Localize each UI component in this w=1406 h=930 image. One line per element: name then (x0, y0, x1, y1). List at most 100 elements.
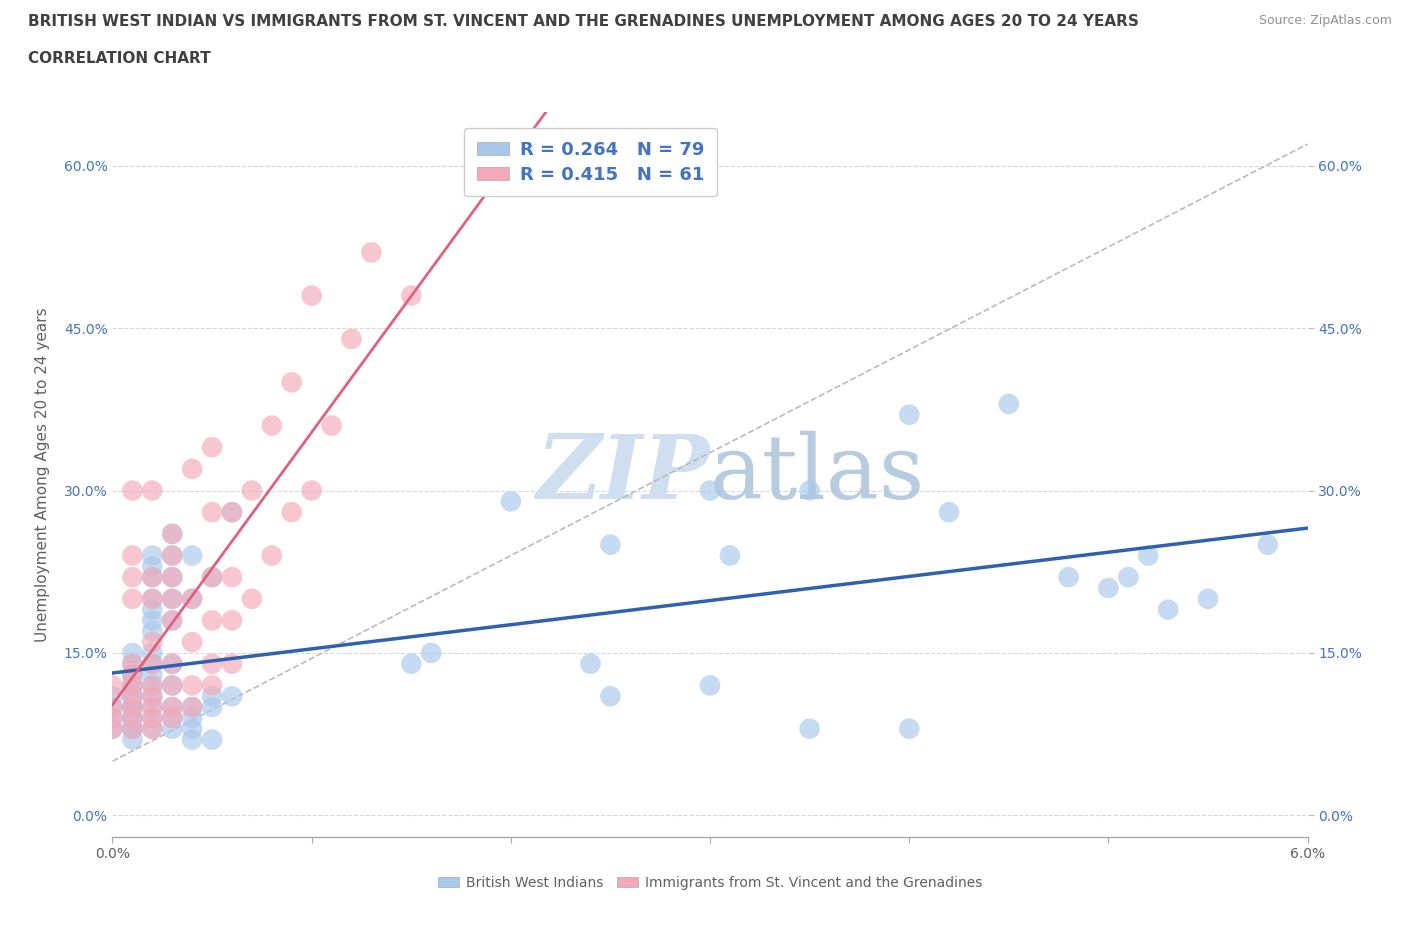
Point (162, 526, 183, 541)
Text: CORRELATION CHART: CORRELATION CHART (28, 51, 211, 66)
Point (101, 722, 124, 737)
Point (301, 288, 323, 303)
Point (321, 418, 343, 433)
Point (121, 689, 143, 704)
Point (201, 689, 224, 704)
Point (201, 613, 224, 628)
Point (799, 483, 821, 498)
Point (201, 570, 224, 585)
Point (799, 722, 821, 737)
Y-axis label: Unemployment Among Ages 20 to 24 years: Unemployment Among Ages 20 to 24 years (35, 307, 49, 642)
Point (121, 722, 143, 737)
Point (221, 570, 243, 585)
Point (201, 678, 224, 693)
Point (141, 613, 163, 628)
Point (162, 678, 183, 693)
Point (141, 483, 163, 498)
Point (420, 645, 443, 660)
Point (141, 657, 163, 671)
Point (1097, 580, 1119, 595)
Point (1197, 591, 1219, 606)
Point (162, 657, 183, 671)
Point (181, 699, 204, 714)
Point (938, 505, 960, 520)
Point (181, 548, 204, 563)
Point (141, 722, 163, 737)
Point (181, 732, 204, 747)
Point (141, 645, 163, 660)
Point (181, 722, 204, 737)
Point (401, 288, 423, 303)
Legend: British West Indians, Immigrants from St. Vincent and the Grenadines: British West Indians, Immigrants from St… (433, 870, 987, 896)
Point (281, 505, 304, 520)
Point (121, 711, 143, 725)
Point (1118, 570, 1140, 585)
Point (301, 483, 323, 498)
Point (121, 645, 143, 660)
Point (1057, 570, 1080, 585)
Point (121, 689, 143, 704)
Point (141, 711, 163, 725)
Point (1257, 538, 1279, 552)
Point (240, 591, 263, 606)
Point (121, 689, 143, 704)
Point (499, 494, 522, 509)
Point (141, 657, 163, 671)
Point (141, 570, 163, 585)
Point (579, 657, 602, 671)
Point (141, 711, 163, 725)
Point (699, 483, 721, 498)
Point (141, 624, 163, 639)
Point (121, 699, 143, 714)
Point (121, 732, 143, 747)
Point (121, 678, 143, 693)
Point (121, 548, 143, 563)
Point (141, 678, 163, 693)
Point (201, 570, 224, 585)
Point (260, 548, 283, 563)
Point (162, 711, 183, 725)
Point (141, 634, 163, 649)
Point (221, 505, 243, 520)
Point (162, 699, 183, 714)
Point (141, 667, 163, 682)
Point (181, 461, 204, 476)
Point (121, 483, 143, 498)
Point (181, 634, 204, 649)
Point (162, 699, 183, 714)
Point (401, 657, 423, 671)
Point (121, 711, 143, 725)
Point (101, 689, 124, 704)
Point (162, 570, 183, 585)
Text: BRITISH WEST INDIAN VS IMMIGRANTS FROM ST. VINCENT AND THE GRENADINES UNEMPLOYME: BRITISH WEST INDIAN VS IMMIGRANTS FROM S… (28, 14, 1139, 29)
Point (101, 711, 124, 725)
Point (181, 678, 204, 693)
Point (162, 591, 183, 606)
Point (240, 483, 263, 498)
Point (141, 603, 163, 618)
Point (162, 722, 183, 737)
Point (101, 699, 124, 714)
Point (101, 699, 124, 714)
Point (141, 570, 163, 585)
Text: ZIP: ZIP (537, 431, 710, 518)
Point (1137, 548, 1160, 563)
Point (121, 699, 143, 714)
Point (121, 711, 143, 725)
Point (201, 699, 224, 714)
Point (221, 505, 243, 520)
Point (162, 657, 183, 671)
Point (221, 657, 243, 671)
Point (101, 711, 124, 725)
Point (599, 689, 621, 704)
Point (181, 591, 204, 606)
Point (221, 613, 243, 628)
Point (898, 407, 921, 422)
Point (141, 699, 163, 714)
Point (162, 711, 183, 725)
Point (360, 245, 382, 259)
Point (898, 722, 921, 737)
Point (201, 440, 224, 455)
Point (141, 591, 163, 606)
Point (101, 722, 124, 737)
